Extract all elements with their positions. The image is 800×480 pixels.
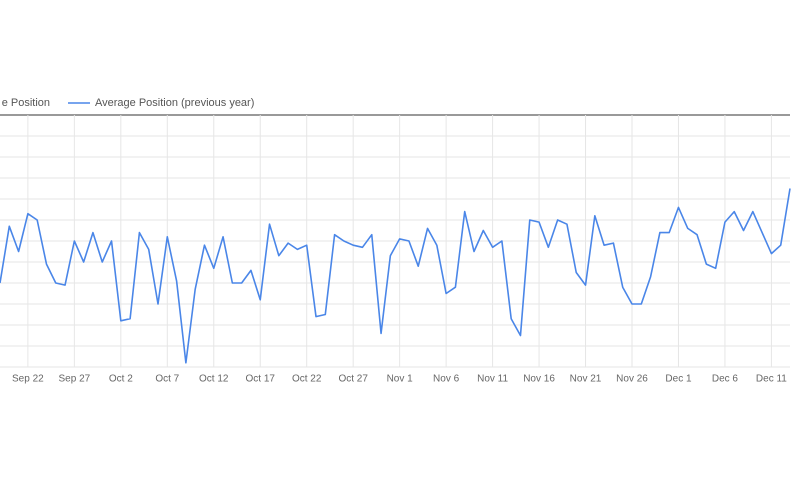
series-line — [0, 188, 791, 364]
x-tick-label: Sep 22 — [12, 374, 44, 385]
x-tick-label: Nov 21 — [570, 374, 602, 385]
x-tick-label: Oct 22 — [292, 374, 322, 385]
legend-label: Average Position (previous year) — [95, 97, 254, 109]
x-tick-label: Nov 11 — [477, 374, 508, 385]
legend-label-cropped: e Position — [2, 97, 50, 109]
x-tick-label: Nov 1 — [387, 374, 414, 385]
x-tick-label: Dec 1 — [665, 374, 692, 385]
x-tick-label: Nov 26 — [616, 374, 648, 385]
x-tick-label: Oct 17 — [246, 374, 276, 385]
x-tick-label: Dec 11 — [756, 374, 787, 385]
x-tick-label: Oct 7 — [155, 374, 179, 385]
x-tick-label: Nov 16 — [523, 374, 555, 385]
x-tick-label: Nov 6 — [433, 374, 460, 385]
x-tick-label: Oct 12 — [199, 374, 229, 385]
x-tick-label: Sep 27 — [59, 374, 91, 385]
x-tick-label: Oct 2 — [109, 374, 133, 385]
x-tick-label: Oct 27 — [338, 374, 368, 385]
x-tick-label: Dec 6 — [712, 374, 739, 385]
